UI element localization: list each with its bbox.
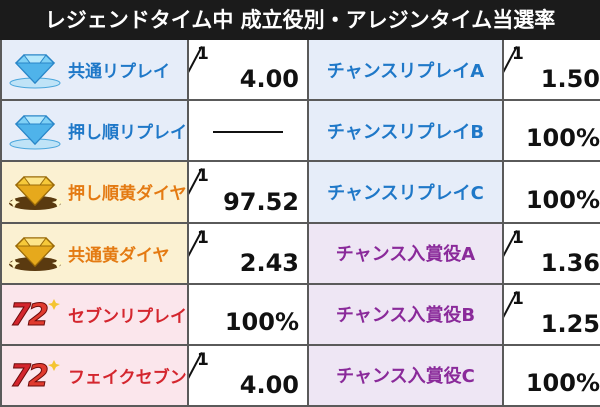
right-name-cell: チャンスリプレイA xyxy=(309,40,502,100)
fraction-denominator: 1.50 xyxy=(540,65,600,94)
chance-role-label: チャンスリプレイA xyxy=(326,60,485,82)
right-name-cell: チャンスリプレイB xyxy=(309,101,502,161)
right-name-cell: チャンス入賞役A xyxy=(309,223,502,283)
role-label: 共通黄ダイヤ xyxy=(68,245,170,266)
fraction-denominator: 97.52 xyxy=(223,187,299,216)
left-value-cell: 1 4.00 xyxy=(189,345,307,405)
svg-text:7: 7 xyxy=(10,359,31,394)
right-value-cell: 1 1.50 xyxy=(504,40,600,100)
svg-text:2: 2 xyxy=(28,298,49,333)
role-label: 押し順黄ダイヤ xyxy=(68,184,187,205)
role-label: セブンリプレイ xyxy=(68,306,187,327)
fraction-numerator: 1 xyxy=(197,166,209,187)
left-name-cell: 7 2 フェイクセブン xyxy=(2,345,187,405)
fraction-numerator: 1 xyxy=(512,227,524,248)
right-value-cell: 100% xyxy=(504,101,600,161)
right-name-cell: チャンス入賞役B xyxy=(309,284,502,344)
right-name-cell: チャンス入賞役C xyxy=(309,345,502,405)
left-name-cell: 7 2 セブンリプレイ xyxy=(2,284,187,344)
left-value-cell: 1 97.52 xyxy=(189,162,307,222)
left-value-cell: 1 4.00 xyxy=(189,40,307,100)
right-value-cell: 1 1.25 xyxy=(504,284,600,344)
right-value-cell: 100% xyxy=(504,345,600,405)
fraction-denominator: 2.43 xyxy=(239,248,299,277)
red-seven-icon: 72 xyxy=(10,359,60,395)
chance-role-label: チャンス入賞役B xyxy=(335,305,476,327)
svg-text:7: 7 xyxy=(10,298,31,333)
fraction-numerator: 1 xyxy=(197,44,209,64)
fraction-numerator: 1 xyxy=(512,44,524,64)
gold-diamond-icon xyxy=(8,237,64,272)
right-value-cell: 100% xyxy=(504,162,600,222)
fraction-numerator: 1 xyxy=(197,349,209,370)
no-value-dash xyxy=(213,130,283,133)
percent-value: 100% xyxy=(525,369,600,397)
fraction-denominator: 1.36 xyxy=(540,248,600,277)
fraction-denominator: 4.00 xyxy=(239,371,299,399)
right-value-cell: 1 1.36 xyxy=(504,223,600,283)
left-name-cell: 共通黄ダイヤ xyxy=(2,223,187,283)
chance-role-label: チャンスリプレイC xyxy=(327,182,484,204)
probability-grid: 共通リプレイ 1 4.00 チャンスリプレイA 1 1.50 押し順リプレイ チャンスリプレイ… xyxy=(0,40,600,407)
fraction-numerator: 1 xyxy=(512,288,524,309)
left-value-cell xyxy=(189,101,307,161)
left-value-cell: 1 2.43 xyxy=(189,223,307,283)
chance-role-label: チャンスリプレイB xyxy=(326,121,485,143)
svg-text:2: 2 xyxy=(28,359,49,394)
chance-role-label: チャンス入賞役A xyxy=(335,244,476,266)
table-title: レジェンドタイム中 成立役別・アレジンタイム当選率 xyxy=(0,0,600,40)
fraction-denominator: 1.25 xyxy=(540,309,600,338)
gold-diamond-icon xyxy=(8,176,64,210)
blue-diamond-icon xyxy=(9,53,61,89)
role-label: 押し順リプレイ xyxy=(68,123,187,144)
percent-value: 100% xyxy=(224,307,299,336)
role-label: 共通リプレイ xyxy=(68,62,170,83)
left-name-cell: 押し順リプレイ xyxy=(2,101,187,161)
left-name-cell: 共通リプレイ xyxy=(2,40,187,100)
percent-value: 100% xyxy=(525,185,600,214)
left-value-cell: 100% xyxy=(189,284,307,344)
fraction-denominator: 4.00 xyxy=(239,65,299,94)
chance-role-label: チャンス入賞役C xyxy=(336,366,475,388)
right-name-cell: チャンスリプレイC xyxy=(309,162,502,222)
percent-value: 100% xyxy=(525,124,600,153)
role-label: フェイクセブン xyxy=(68,367,187,388)
blue-diamond-icon xyxy=(9,114,61,150)
left-name-cell: 押し順黄ダイヤ xyxy=(2,162,187,222)
red-seven-icon: 72 xyxy=(10,298,60,334)
fraction-numerator: 1 xyxy=(197,227,209,248)
